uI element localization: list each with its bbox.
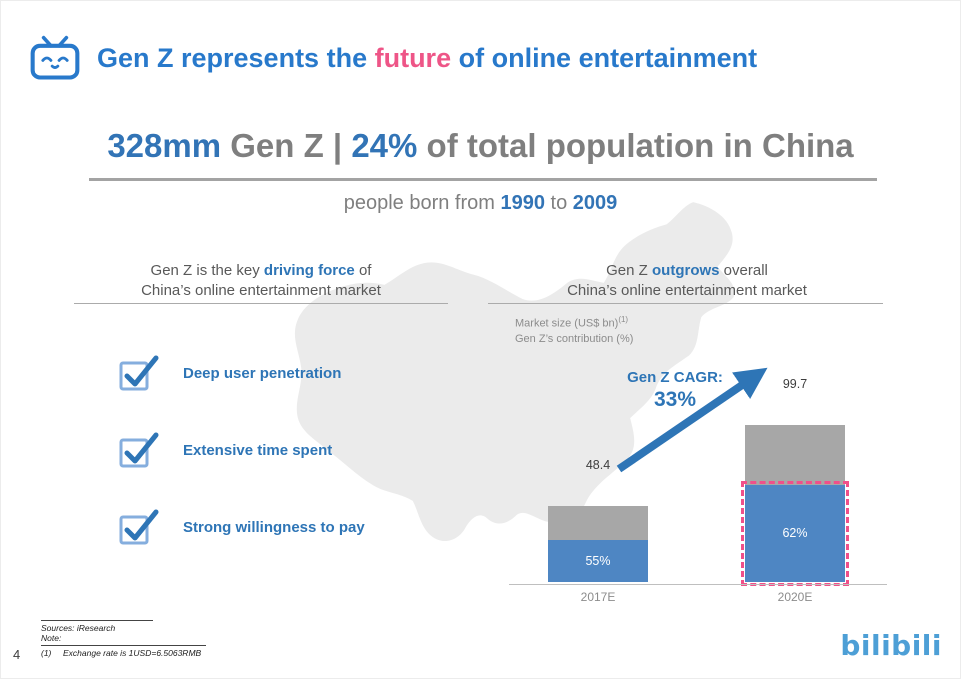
header-title-pre: Gen Z represents the (97, 42, 375, 73)
checkbox-icon (119, 355, 159, 391)
checkbox-icon (119, 432, 159, 468)
left-heading-line1: Gen Z is the key driving force of (61, 261, 461, 281)
checkbox-icon (119, 509, 159, 545)
exchange-rate-note: (1) Exchange rate is 1USD=6.5063RMB (41, 648, 206, 658)
right-panel-heading: Gen Z outgrows overall China’s online en… (489, 261, 885, 301)
note-label: Note: (41, 633, 62, 643)
total-value-label-2017e: 48.4 (585, 457, 611, 472)
check-item-strong-willingness-to-pay: Strong willingness to pay (119, 507, 365, 547)
stat-population: 328mm (107, 127, 222, 164)
category-label-2020e: 2020E (777, 590, 813, 604)
right-heading-pre: Gen Z (606, 262, 652, 279)
check-item-deep-user-penetration: Deep user penetration (119, 353, 341, 393)
left-panel-heading: Gen Z is the key driving force of China’… (61, 261, 461, 301)
check-item-label: Extensive time spent (183, 441, 333, 459)
right-heading-highlight: outgrows (652, 262, 720, 279)
axis-note-line1: Market size (US$ bn)(1) (515, 312, 633, 332)
bilibili-tv-icon (29, 35, 81, 81)
subtitle-mid: to (544, 192, 573, 214)
axis-note-market-size: Market size (US$ bn) (515, 317, 619, 330)
subtitle-year-start: 1990 (500, 192, 545, 214)
header-title-highlight: future (374, 42, 452, 73)
china-map-shape (294, 202, 735, 541)
bar-2017e: 55% (548, 505, 648, 582)
bar-2017e-genz-segment: 55% (548, 540, 648, 582)
title-divider (89, 178, 877, 181)
bar-2020e-genz-segment: 62% (741, 480, 849, 586)
header-title-post: of online entertainment (451, 42, 758, 73)
right-heading-line1: Gen Z outgrows overall (489, 261, 885, 281)
header-title: Gen Z represents the future of online en… (97, 43, 757, 74)
main-title-mid: Gen Z | (221, 127, 352, 164)
stat-percent: 24% (351, 127, 418, 164)
total-value-label-2020e: 99.7 (782, 377, 808, 391)
exchange-rate-note-text: Exchange rate is 1USD=6.5063RMB (63, 648, 202, 658)
check-item-label: Strong willingness to pay (183, 518, 365, 536)
footnote-ref: (1) (618, 315, 629, 324)
subtitle-pre: people born from (343, 192, 501, 214)
category-label-2017e: 2017E (580, 590, 616, 604)
subtitle: people born from 1990 to 2009 (1, 192, 960, 215)
left-panel-underline (74, 303, 448, 304)
cagr-annotation: Gen Z CAGR: 33% (609, 369, 741, 412)
check-item-label: Deep user penetration (183, 364, 342, 382)
check-item-extensive-time-spent: Extensive time spent (119, 430, 332, 470)
axis-note-line2: Gen Z’s contribution (%) (515, 332, 634, 345)
right-panel-underline (488, 303, 883, 304)
left-heading-post: of (354, 262, 372, 279)
footnote-divider-top (41, 620, 153, 621)
left-heading-line2: China’s online entertainment market (141, 282, 381, 299)
footnote-divider-bottom (41, 645, 206, 646)
left-heading-pre: Gen Z is the key (150, 262, 264, 279)
bar-2020e: 62% (741, 425, 849, 586)
genz-share-label-2017e: 55% (585, 554, 611, 569)
sources-note: Sources: iResearch (41, 623, 116, 633)
subtitle-year-end: 2009 (572, 192, 618, 214)
bilibili-logo: bilibili (840, 629, 942, 662)
page-number: 4 (13, 647, 21, 662)
chart-axis-note: Market size (US$ bn)(1) Gen Z’s contribu… (515, 312, 633, 347)
growth-arrow-icon (616, 367, 768, 473)
genz-highlight-outline (741, 480, 849, 586)
cagr-label: Gen Z CAGR: (627, 369, 723, 386)
cagr-value: 33% (653, 388, 697, 411)
main-title: 328mm Gen Z | 24% of total population in… (1, 127, 960, 165)
footnotes: Sources: iResearch Note: (1) Exchange rat… (41, 620, 206, 658)
right-heading-post: overall (719, 262, 768, 279)
genz-share-label-2020e: 62% (782, 526, 808, 541)
left-heading-highlight: driving force (263, 262, 355, 279)
exchange-rate-note-ref: (1) (41, 648, 52, 658)
x-axis (509, 584, 887, 585)
slide-header: Gen Z represents the future of online en… (29, 35, 757, 81)
right-heading-line2: China’s online entertainment market (567, 282, 807, 299)
main-title-tail: of total population in China (417, 127, 854, 164)
